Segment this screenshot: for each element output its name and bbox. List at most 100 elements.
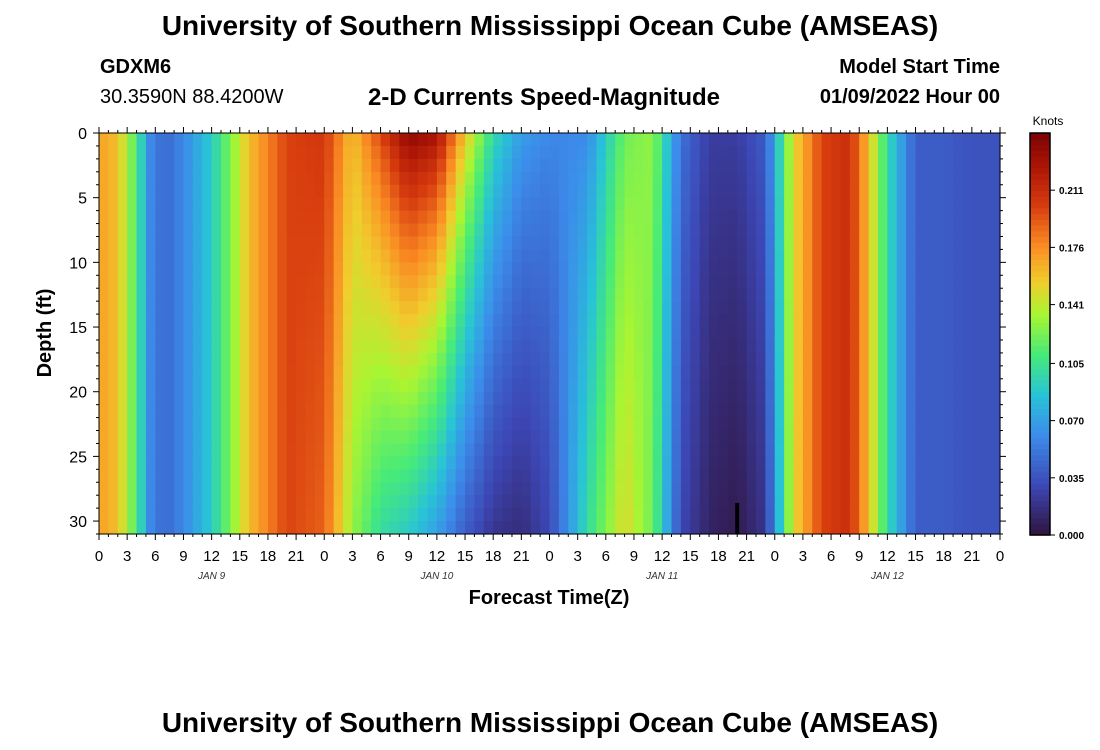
- heatmap-cell: [887, 210, 898, 225]
- heatmap-cell: [971, 378, 982, 393]
- heatmap-cell: [587, 301, 598, 315]
- heatmap-cell: [502, 249, 513, 263]
- heatmap-cell: [812, 469, 823, 483]
- heatmap-cell: [558, 184, 569, 199]
- heatmap-cell: [530, 430, 541, 445]
- heatmap-cell: [849, 197, 860, 212]
- heatmap-cell: [953, 521, 964, 535]
- heatmap-cell: [540, 145, 551, 160]
- colorbar-segment: [1030, 253, 1050, 260]
- heatmap-cell: [859, 314, 870, 328]
- heatmap-cell: [587, 197, 598, 212]
- heatmap-cell: [915, 249, 926, 263]
- heatmap-cell: [343, 391, 354, 406]
- heatmap-cell: [549, 145, 560, 160]
- heatmap-cell: [746, 365, 757, 380]
- heatmap-cell: [324, 404, 335, 419]
- heatmap-cell: [680, 133, 691, 147]
- heatmap-cell: [953, 288, 964, 302]
- heatmap-cell: [249, 495, 260, 509]
- heatmap-cell: [755, 249, 766, 263]
- model-start-label: Model Start Time: [839, 56, 1000, 78]
- heatmap-cell: [108, 249, 119, 263]
- heatmap-cell: [446, 275, 457, 289]
- heatmap-cell: [230, 262, 241, 276]
- heatmap-cell: [821, 133, 832, 147]
- heatmap-cell: [136, 236, 147, 251]
- heatmap-cell: [258, 378, 269, 393]
- heatmap-cell: [709, 301, 720, 315]
- colorbar-segment: [1030, 454, 1050, 461]
- heatmap-cell: [727, 521, 738, 535]
- heatmap-cell: [389, 443, 400, 457]
- heatmap-cell: [446, 301, 457, 315]
- heatmap-cell: [887, 430, 898, 445]
- heatmap-cell: [680, 327, 691, 341]
- heatmap-cell: [643, 339, 654, 354]
- heatmap-cell: [633, 210, 644, 225]
- heatmap-cell: [192, 288, 203, 302]
- heatmap-cell: [530, 327, 541, 341]
- heatmap-cell: [671, 197, 682, 212]
- colorbar-segment: [1030, 351, 1050, 358]
- heatmap-cell: [389, 327, 400, 341]
- heatmap-cell: [230, 197, 241, 212]
- heatmap-cell: [117, 365, 128, 380]
- heatmap-cell: [868, 456, 879, 470]
- heatmap-cell: [399, 197, 410, 212]
- heatmap-cell: [333, 404, 344, 419]
- heatmap-cell: [831, 197, 842, 212]
- heatmap-cell: [633, 275, 644, 289]
- heatmap-cell: [915, 404, 926, 419]
- heatmap-cell: [455, 184, 466, 199]
- heatmap-cell: [765, 197, 776, 212]
- heatmap-cell: [727, 495, 738, 509]
- heatmap-cell: [530, 352, 541, 367]
- heatmap-cell: [540, 210, 551, 225]
- heatmap-cell: [99, 249, 109, 263]
- heatmap-cell: [671, 417, 682, 432]
- heatmap-cell: [793, 365, 804, 380]
- heatmap-cell: [277, 352, 288, 367]
- heatmap-cell: [633, 443, 644, 457]
- heatmap-cell: [709, 327, 720, 341]
- colorbar-segment: [1030, 425, 1050, 433]
- heatmap-cell: [483, 262, 494, 276]
- heatmap-cell: [145, 133, 156, 147]
- heatmap-cell: [108, 327, 119, 341]
- heatmap-cell: [286, 158, 297, 173]
- heatmap-cell: [906, 210, 917, 225]
- heatmap-cell: [727, 314, 738, 328]
- heatmap-cell: [230, 236, 241, 251]
- heatmap-cell: [502, 236, 513, 251]
- heatmap-cell: [136, 456, 147, 470]
- heatmap-cell: [662, 197, 673, 212]
- heatmap-cell: [727, 158, 738, 173]
- heatmap-cell: [211, 223, 222, 238]
- heatmap-cell: [399, 314, 410, 328]
- heatmap-cell: [727, 249, 738, 263]
- heatmap-cell: [258, 443, 269, 457]
- heatmap-cell: [145, 430, 156, 445]
- heatmap-cell: [211, 508, 222, 522]
- heatmap-cell: [436, 352, 447, 367]
- colorbar-segment: [1030, 236, 1050, 243]
- heatmap-cell: [887, 275, 898, 289]
- heatmap-cell: [558, 223, 569, 238]
- heatmap-cell: [587, 443, 598, 457]
- heatmap-cell: [840, 391, 851, 406]
- heatmap-cell: [221, 469, 231, 483]
- heatmap-cell: [802, 184, 813, 199]
- heatmap-cell: [117, 133, 128, 147]
- heatmap-cell: [887, 495, 898, 509]
- heatmap-cell: [192, 197, 203, 212]
- heatmap-cell: [915, 378, 926, 393]
- heatmap-cell: [643, 365, 654, 380]
- heatmap-cell: [934, 327, 945, 341]
- heatmap-cell: [540, 521, 551, 535]
- heatmap-cell: [831, 133, 842, 147]
- heatmap-cell: [371, 404, 382, 419]
- heatmap-cell: [530, 184, 541, 199]
- heatmap-cell: [267, 275, 278, 289]
- heatmap-cell: [314, 184, 325, 199]
